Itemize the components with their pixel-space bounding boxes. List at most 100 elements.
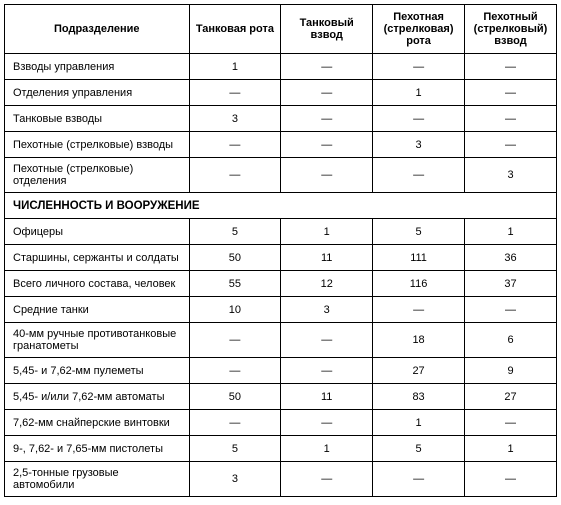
data-cell: 5 (373, 219, 465, 245)
data-cell: — (373, 106, 465, 132)
section-header-row: ЧИСЛЕННОСТЬ И ВООРУЖЕНИЕ (5, 193, 557, 219)
data-cell: — (465, 297, 557, 323)
row-label: 2,5-тонные грузовые автомобили (5, 462, 190, 497)
row-label: 9-, 7,62- и 7,65-мм пистолеты (5, 436, 190, 462)
table-row: Офицеры5151 (5, 219, 557, 245)
table-row: 40-мм ручные противотанковые гранатометы… (5, 323, 557, 358)
table-row: Всего личного состава, человек551211637 (5, 271, 557, 297)
table-row: Пехотные (стрелковые) взводы——3— (5, 132, 557, 158)
row-label: Всего личного состава, человек (5, 271, 190, 297)
data-cell: 3 (189, 106, 281, 132)
data-cell: 36 (465, 245, 557, 271)
data-cell: 12 (281, 271, 373, 297)
table-row: Отделения управления——1— (5, 80, 557, 106)
header-infantry-platoon: Пехотный (стрелковый) взвод (465, 5, 557, 54)
data-cell: — (189, 80, 281, 106)
row-label: Пехотные (стрелковые) отделения (5, 158, 190, 193)
data-cell: — (281, 132, 373, 158)
data-cell: 27 (465, 384, 557, 410)
data-cell: 83 (373, 384, 465, 410)
header-tank-company: Танковая рота (189, 5, 281, 54)
table-body: Взводы управления1———Отделения управлени… (5, 54, 557, 497)
row-label: Танковые взводы (5, 106, 190, 132)
data-cell: 55 (189, 271, 281, 297)
row-label: Офицеры (5, 219, 190, 245)
data-cell: — (465, 80, 557, 106)
data-cell: — (281, 106, 373, 132)
table-row: Танковые взводы3——— (5, 106, 557, 132)
data-cell: — (465, 106, 557, 132)
row-label: Старшины, сержанты и солдаты (5, 245, 190, 271)
table-row: Средние танки103—— (5, 297, 557, 323)
data-cell: 11 (281, 245, 373, 271)
table-row: 5,45- и/или 7,62-мм автоматы50118327 (5, 384, 557, 410)
data-cell: 1 (373, 410, 465, 436)
data-cell: 50 (189, 245, 281, 271)
row-label: 5,45- и 7,62-мм пулеметы (5, 358, 190, 384)
data-cell: 1 (281, 219, 373, 245)
data-cell: 5 (189, 219, 281, 245)
row-label: Взводы управления (5, 54, 190, 80)
data-cell: 9 (465, 358, 557, 384)
table-row: Старшины, сержанты и солдаты501111136 (5, 245, 557, 271)
data-cell: — (281, 54, 373, 80)
unit-composition-table: Подразделение Танковая рота Танковый взв… (4, 4, 557, 497)
row-label: 40-мм ручные противотанковые гранатометы (5, 323, 190, 358)
header-row: Подразделение Танковая рота Танковый взв… (5, 5, 557, 54)
data-cell: 116 (373, 271, 465, 297)
data-cell: 1 (189, 54, 281, 80)
table-row: Пехотные (стрелковые) отделения———3 (5, 158, 557, 193)
row-label: Средние танки (5, 297, 190, 323)
table-row: 5,45- и 7,62-мм пулеметы——279 (5, 358, 557, 384)
row-label: Пехотные (стрелковые) взводы (5, 132, 190, 158)
data-cell: 111 (373, 245, 465, 271)
data-cell: — (465, 132, 557, 158)
data-cell: 50 (189, 384, 281, 410)
data-cell: — (189, 323, 281, 358)
data-cell: 3 (281, 297, 373, 323)
data-cell: — (465, 410, 557, 436)
data-cell: — (281, 158, 373, 193)
header-tank-platoon: Танковый взвод (281, 5, 373, 54)
row-label: 7,62-мм снайперские винтовки (5, 410, 190, 436)
data-cell: — (281, 462, 373, 497)
data-cell: — (373, 54, 465, 80)
data-cell: — (281, 358, 373, 384)
data-cell: — (465, 54, 557, 80)
data-cell: 1 (373, 80, 465, 106)
table-row: 2,5-тонные грузовые автомобили3——— (5, 462, 557, 497)
data-cell: 3 (373, 132, 465, 158)
data-cell: 27 (373, 358, 465, 384)
data-cell: — (465, 462, 557, 497)
data-cell: 5 (373, 436, 465, 462)
data-cell: 5 (189, 436, 281, 462)
data-cell: 11 (281, 384, 373, 410)
data-cell: — (281, 80, 373, 106)
data-cell: — (189, 358, 281, 384)
header-subdivision: Подразделение (5, 5, 190, 54)
data-cell: 6 (465, 323, 557, 358)
data-cell: 1 (281, 436, 373, 462)
data-cell: — (281, 410, 373, 436)
section-title: ЧИСЛЕННОСТЬ И ВООРУЖЕНИЕ (5, 193, 557, 219)
data-cell: 10 (189, 297, 281, 323)
data-cell: — (189, 132, 281, 158)
row-label: 5,45- и/или 7,62-мм автоматы (5, 384, 190, 410)
data-cell: — (373, 462, 465, 497)
table-row: 7,62-мм снайперские винтовки——1— (5, 410, 557, 436)
data-cell: 3 (189, 462, 281, 497)
data-cell: — (373, 297, 465, 323)
data-cell: — (373, 158, 465, 193)
data-cell: — (189, 410, 281, 436)
data-cell: 3 (465, 158, 557, 193)
data-cell: — (189, 158, 281, 193)
data-cell: 1 (465, 436, 557, 462)
header-infantry-company: Пехотная (стрелковая) рота (373, 5, 465, 54)
table-row: Взводы управления1——— (5, 54, 557, 80)
data-cell: — (281, 323, 373, 358)
table-row: 9-, 7,62- и 7,65-мм пистолеты5151 (5, 436, 557, 462)
row-label: Отделения управления (5, 80, 190, 106)
data-cell: 18 (373, 323, 465, 358)
data-cell: 1 (465, 219, 557, 245)
data-cell: 37 (465, 271, 557, 297)
